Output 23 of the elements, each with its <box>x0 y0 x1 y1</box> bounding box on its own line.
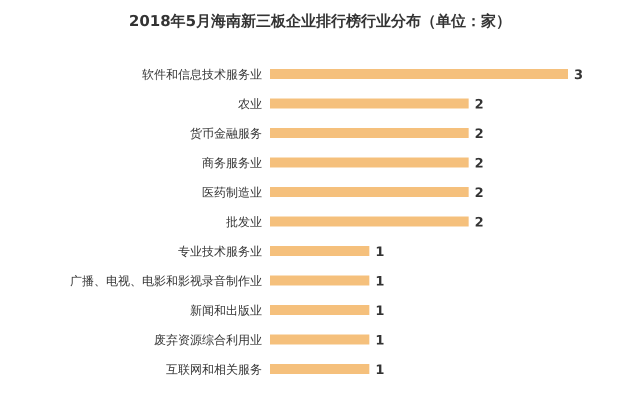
title: 2018年5月海南新三板企业排行榜行业分布（单位：家） <box>128 12 512 30</box>
data-label: 3 <box>574 68 584 83</box>
category-label: 医药制造业 <box>202 186 262 200</box>
category-label: 货币金融服务 <box>190 126 262 140</box>
data-label: 2 <box>474 156 484 172</box>
data-label: 2 <box>474 127 484 142</box>
category-label: 互联网和相关服务 <box>166 362 262 376</box>
data-label: 1 <box>375 245 384 260</box>
data-label: 2 <box>474 98 484 112</box>
category-label: 商务服务业 <box>202 156 262 170</box>
data-label: 2 <box>474 186 484 201</box>
data-label: 1 <box>375 334 384 348</box>
category-label: 软件和信息技术服务业 <box>142 68 262 82</box>
category-label: 废弃资源综合利用业 <box>154 333 262 347</box>
category-label: 新闻和出版业 <box>190 304 262 318</box>
category-label: 专业技术服务业 <box>178 244 262 258</box>
category-label: 广播、电视、电影和影视录音制作业 <box>70 274 262 288</box>
category-label: 农业 <box>238 97 262 111</box>
data-label: 1 <box>375 363 384 378</box>
data-label: 1 <box>375 274 384 290</box>
data-label: 2 <box>474 216 484 230</box>
category-label: 批发业 <box>226 215 262 229</box>
data-label: 1 <box>375 304 384 319</box>
